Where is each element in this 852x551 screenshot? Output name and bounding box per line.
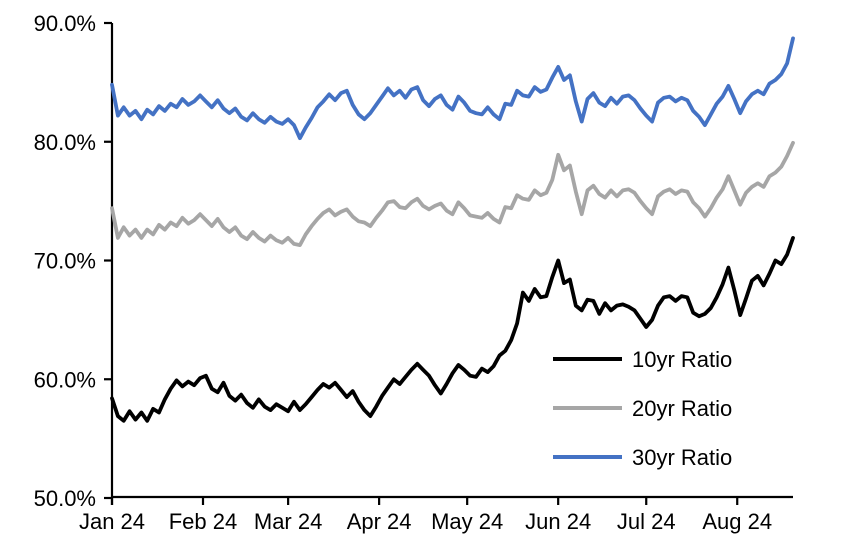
x-tick-label: Feb 24: [169, 509, 238, 534]
x-tick-label: Aug 24: [702, 509, 772, 534]
series-line-20yr-ratio: [110, 140, 795, 248]
legend-label-30yr-ratio: 30yr Ratio: [632, 445, 732, 470]
x-tick-label: Jul 24: [617, 509, 676, 534]
legend-label-10yr-ratio: 10yr Ratio: [632, 347, 732, 372]
series-line-10yr-ratio: [110, 235, 795, 423]
y-tick-label: 80.0%: [34, 130, 96, 155]
series-line-30yr-ratio: [110, 36, 795, 141]
x-tick-label: May 24: [431, 509, 503, 534]
legend-item-20yr-ratio: 20yr Ratio: [553, 396, 732, 421]
y-tick-label: 50.0%: [34, 486, 96, 511]
x-tick-label: Apr 24: [347, 509, 412, 534]
x-tick-label: Jan 24: [79, 509, 145, 534]
y-tick-label: 60.0%: [34, 367, 96, 392]
x-tick-label: Jun 24: [525, 509, 591, 534]
legend: 10yr Ratio 20yr Ratio 30yr Ratio: [553, 347, 732, 470]
legend-item-30yr-ratio: 30yr Ratio: [553, 445, 732, 470]
legend-label-20yr-ratio: 20yr Ratio: [632, 396, 732, 421]
legend-item-10yr-ratio: 10yr Ratio: [553, 347, 732, 372]
x-tick-label: Mar 24: [254, 509, 322, 534]
y-tick-label: 90.0%: [34, 11, 96, 36]
y-tick-label: 70.0%: [34, 249, 96, 274]
